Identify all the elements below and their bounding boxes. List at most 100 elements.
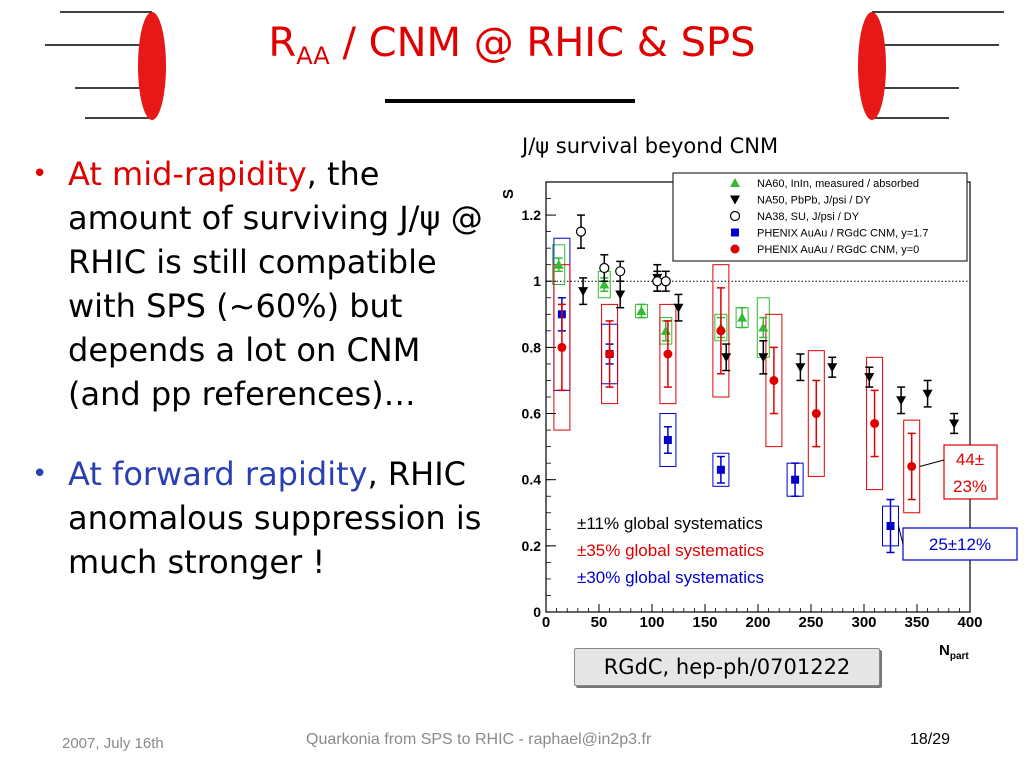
annotation-global-sys: ±35% global systematics <box>577 541 764 560</box>
systematic-box <box>712 452 730 487</box>
data-point <box>575 226 587 237</box>
y-tick-label: 0 <box>533 604 541 620</box>
y-tick-label: 0.8 <box>522 339 542 355</box>
data-point <box>769 375 779 385</box>
annotation-global-sys: ±11% global systematics <box>577 514 763 533</box>
data-point <box>791 475 800 484</box>
pointer-line <box>919 459 945 467</box>
y-tick-label: 1 <box>533 273 541 289</box>
legend-marker <box>729 210 741 222</box>
y-tick-label: 1.2 <box>522 207 542 223</box>
x-tick-label: 400 <box>957 614 982 631</box>
bullet-text: , RHIC anomalous suppression is much str… <box>68 455 482 581</box>
data-point <box>599 279 610 289</box>
systematic-box <box>765 313 783 448</box>
bullet-list: • At mid-rapidity, the amount of survivin… <box>30 152 500 620</box>
data-point <box>599 262 610 274</box>
data-point <box>663 349 673 359</box>
data-point <box>557 342 567 352</box>
legend-label: PHENIX AuAu / RGdC CNM, y=1.7 <box>757 228 928 240</box>
data-point <box>716 465 725 474</box>
systematic-box <box>659 303 677 405</box>
systematic-box <box>712 264 730 398</box>
data-point <box>795 363 806 373</box>
bullet-highlight: At forward rapidity <box>68 455 368 493</box>
data-point <box>660 325 671 335</box>
y-axis-label: S <box>500 189 517 199</box>
value-box-blue <box>902 527 1018 561</box>
legend-box <box>672 172 968 262</box>
pointer-line <box>898 525 904 545</box>
data-point <box>758 322 769 332</box>
legend-marker <box>730 244 740 254</box>
bullet-forward-rapidity: • At forward rapidity, RHIC anomalous sup… <box>30 452 500 584</box>
data-point <box>660 276 671 287</box>
left-ornament <box>45 11 166 120</box>
bullet-mid-rapidity: • At mid-rapidity, the amount of survivin… <box>30 152 500 416</box>
x-axis-label: Npart <box>939 642 969 662</box>
data-point <box>673 303 684 313</box>
slide-title: RAA / CNM @ RHIC & SPS <box>268 20 756 70</box>
x-tick-label: 0 <box>542 614 550 631</box>
legend-marker <box>731 228 739 237</box>
chart-caption: J/ψ survival beyond CNM <box>522 134 779 158</box>
value-label-blue: 25±12% <box>929 535 991 554</box>
bullet-dot: • <box>32 459 48 489</box>
x-tick-label: 150 <box>692 614 717 631</box>
x-tick-label: 100 <box>639 614 664 631</box>
data-point <box>949 419 960 429</box>
data-point <box>737 312 748 322</box>
data-point <box>922 389 933 399</box>
x-tick-label: 250 <box>798 614 823 631</box>
legend-label: PHENIX AuAu / RGdC CNM, y=0 <box>757 244 919 256</box>
x-tick-label: 350 <box>904 614 929 631</box>
data-point <box>896 396 907 406</box>
title-underline <box>385 99 635 103</box>
value-box-red <box>943 444 998 500</box>
data-point <box>870 418 880 428</box>
data-point <box>811 409 821 419</box>
data-point <box>907 461 917 471</box>
bullet-text: , the amount of surviving J/ψ @ RHIC is … <box>68 155 483 413</box>
y-tick-label: 0.2 <box>522 538 542 554</box>
data-point <box>652 276 663 287</box>
annotation-global-sys: ±30% global systematics <box>577 568 764 587</box>
data-point <box>615 290 626 300</box>
y-tick-label: 0.6 <box>522 406 542 422</box>
systematic-box <box>807 350 825 477</box>
data-point <box>758 353 769 363</box>
reference-box: RGdC, hep-ph/0701222 <box>574 648 880 686</box>
x-tick-label: 50 <box>591 614 608 631</box>
data-point <box>605 349 615 359</box>
survival-chart: 0 50 100 150 200 250 300 350 400 0 0.2 0.4 0.6 0.8 1 1.… <box>500 172 1018 662</box>
footer-page: 18/29 <box>910 731 951 748</box>
systematic-box <box>659 413 677 467</box>
data-point <box>716 326 726 336</box>
data-point <box>636 306 647 315</box>
x-tick-label: 200 <box>745 614 770 631</box>
legend-marker <box>730 178 740 187</box>
data-point <box>721 353 732 363</box>
legend-label: NA60, InIn, measured / absorbed <box>757 178 919 190</box>
data-point <box>864 373 875 383</box>
y-tick-label: 0.4 <box>522 472 542 488</box>
data-point <box>886 522 895 530</box>
legend-label: NA50, PbPb, J/psi / DY <box>757 195 871 207</box>
data-point <box>663 436 672 444</box>
systematic-box <box>553 264 571 431</box>
bullet-dot: • <box>32 159 48 189</box>
data-point <box>615 266 626 277</box>
data-point <box>553 259 564 269</box>
systematic-box <box>601 303 619 405</box>
data-point <box>578 287 589 297</box>
footer-center: Quarkonia from SPS to RHIC - raphael@in2… <box>306 731 652 748</box>
value-label-red: 23% <box>953 477 987 496</box>
bullet-highlight: At mid-rapidity <box>68 155 307 193</box>
value-label-red: 44± <box>956 450 984 469</box>
data-point <box>827 363 838 373</box>
footer-date: 2007, July 16th <box>62 735 164 752</box>
legend-marker <box>730 195 740 205</box>
right-ornament <box>858 11 1004 120</box>
systematic-box <box>866 356 884 491</box>
x-tick-label: 300 <box>851 614 876 631</box>
